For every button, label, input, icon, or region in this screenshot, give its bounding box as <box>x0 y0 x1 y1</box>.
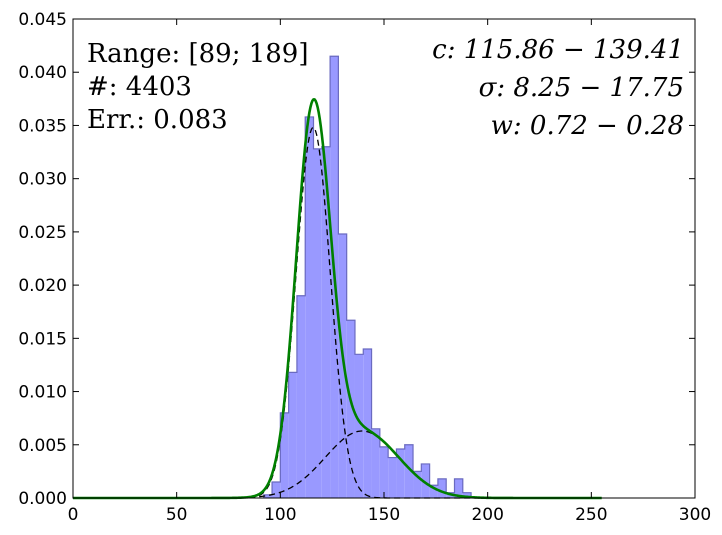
x-tick-label: 200 <box>471 505 503 525</box>
x-tick-label: 0 <box>68 505 79 525</box>
histogram-bar <box>380 447 388 498</box>
y-tick-label: 0.040 <box>18 63 67 83</box>
y-tick-label: 0.025 <box>18 223 67 243</box>
fit-params-annotation-right: c: 115.86 − 139.41 σ: 8.25 − 17.75 w: 0.72… <box>432 35 684 141</box>
histogram-bar <box>305 117 313 498</box>
y-tick-label: 0.010 <box>18 383 67 403</box>
annotation-line: σ: 8.25 − 17.75 <box>479 73 684 103</box>
histogram-bar <box>297 296 305 498</box>
annotation-line: #: 4403 <box>87 72 192 102</box>
x-tick-label: 50 <box>166 505 188 525</box>
y-tick-label: 0.015 <box>18 329 67 349</box>
histogram-bar <box>438 479 446 498</box>
annotation-line: w: 0.72 − 0.28 <box>491 111 684 141</box>
histogram-bar <box>363 349 371 498</box>
y-tick-label: 0.030 <box>18 170 67 190</box>
x-tick-label: 300 <box>679 505 711 525</box>
y-tick-label: 0.000 <box>18 489 67 509</box>
histogram-bar <box>388 458 396 498</box>
histogram-bar <box>314 149 322 498</box>
y-tick-label: 0.035 <box>18 116 67 136</box>
histogram-bar <box>272 482 280 498</box>
y-tick-label: 0.005 <box>18 436 67 456</box>
annotation-line: Range: [89; 189] <box>87 39 309 69</box>
histogram-bar <box>372 429 380 498</box>
x-tick-label: 250 <box>575 505 607 525</box>
annotation-line: Err.: 0.083 <box>87 105 228 135</box>
y-tick-label: 0.020 <box>18 276 67 296</box>
x-tick-label: 100 <box>264 505 296 525</box>
y-tick-label: 0.045 <box>18 10 67 30</box>
x-tick-label: 150 <box>368 505 400 525</box>
annotation-line: c: 115.86 − 139.41 <box>432 35 684 65</box>
histogram-bar <box>289 372 297 498</box>
